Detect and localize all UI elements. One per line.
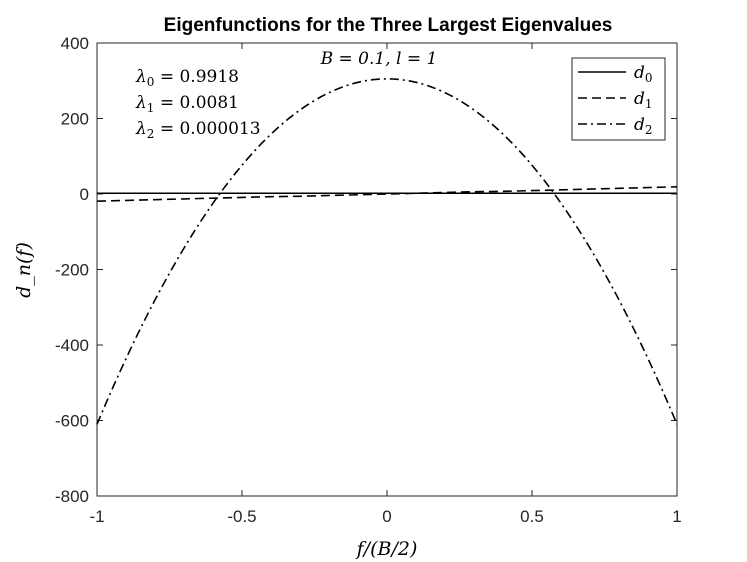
eigenvalue-annotation: λ1 = 0.0081 bbox=[135, 93, 239, 115]
y-axis-label: d_n(f) bbox=[13, 242, 35, 298]
y-tick-label: 200 bbox=[61, 110, 89, 129]
legend: d0 d1 d2 bbox=[571, 57, 666, 141]
chart-title: Eigenfunctions for the Three Largest Eig… bbox=[164, 15, 613, 36]
eigenvalue-annotation: λ2 = 0.000013 bbox=[135, 119, 261, 141]
y-tick-label: -200 bbox=[55, 261, 89, 280]
y-tick-label: -800 bbox=[55, 487, 89, 506]
legend-label-d1: d1 bbox=[634, 89, 653, 111]
x-tick-label: 0 bbox=[382, 507, 391, 526]
legend-label-d2: d2 bbox=[634, 115, 653, 137]
axis-ticks: -1 -0.5 0 0.5 1 -800 -600 -400 -200 0 200 400 bbox=[55, 34, 682, 526]
eigenvalue-annotation: λ0 = 0.9918 bbox=[135, 67, 239, 89]
x-tick-label: 0.5 bbox=[520, 507, 544, 526]
x-tick-label: -1 bbox=[89, 507, 104, 526]
series-line-d1 bbox=[96, 186, 678, 202]
legend-label-d0: d0 bbox=[634, 63, 653, 85]
series-layer bbox=[96, 78, 678, 425]
y-tick-label: -600 bbox=[55, 412, 89, 431]
series-line-d2 bbox=[96, 78, 678, 425]
y-tick-label: 0 bbox=[80, 185, 89, 204]
x-axis-label: f/(B/2) bbox=[355, 538, 418, 560]
eigenvalue-annotations: λ0 = 0.9918 λ1 = 0.0081 λ2 = 0.000013 bbox=[135, 67, 261, 141]
x-tick-label: 1 bbox=[672, 507, 681, 526]
y-tick-label: -400 bbox=[55, 336, 89, 355]
chart-subtitle: B = 0.1, l = 1 bbox=[320, 49, 438, 69]
y-tick-label: 400 bbox=[61, 34, 89, 53]
x-tick-label: -0.5 bbox=[227, 507, 256, 526]
